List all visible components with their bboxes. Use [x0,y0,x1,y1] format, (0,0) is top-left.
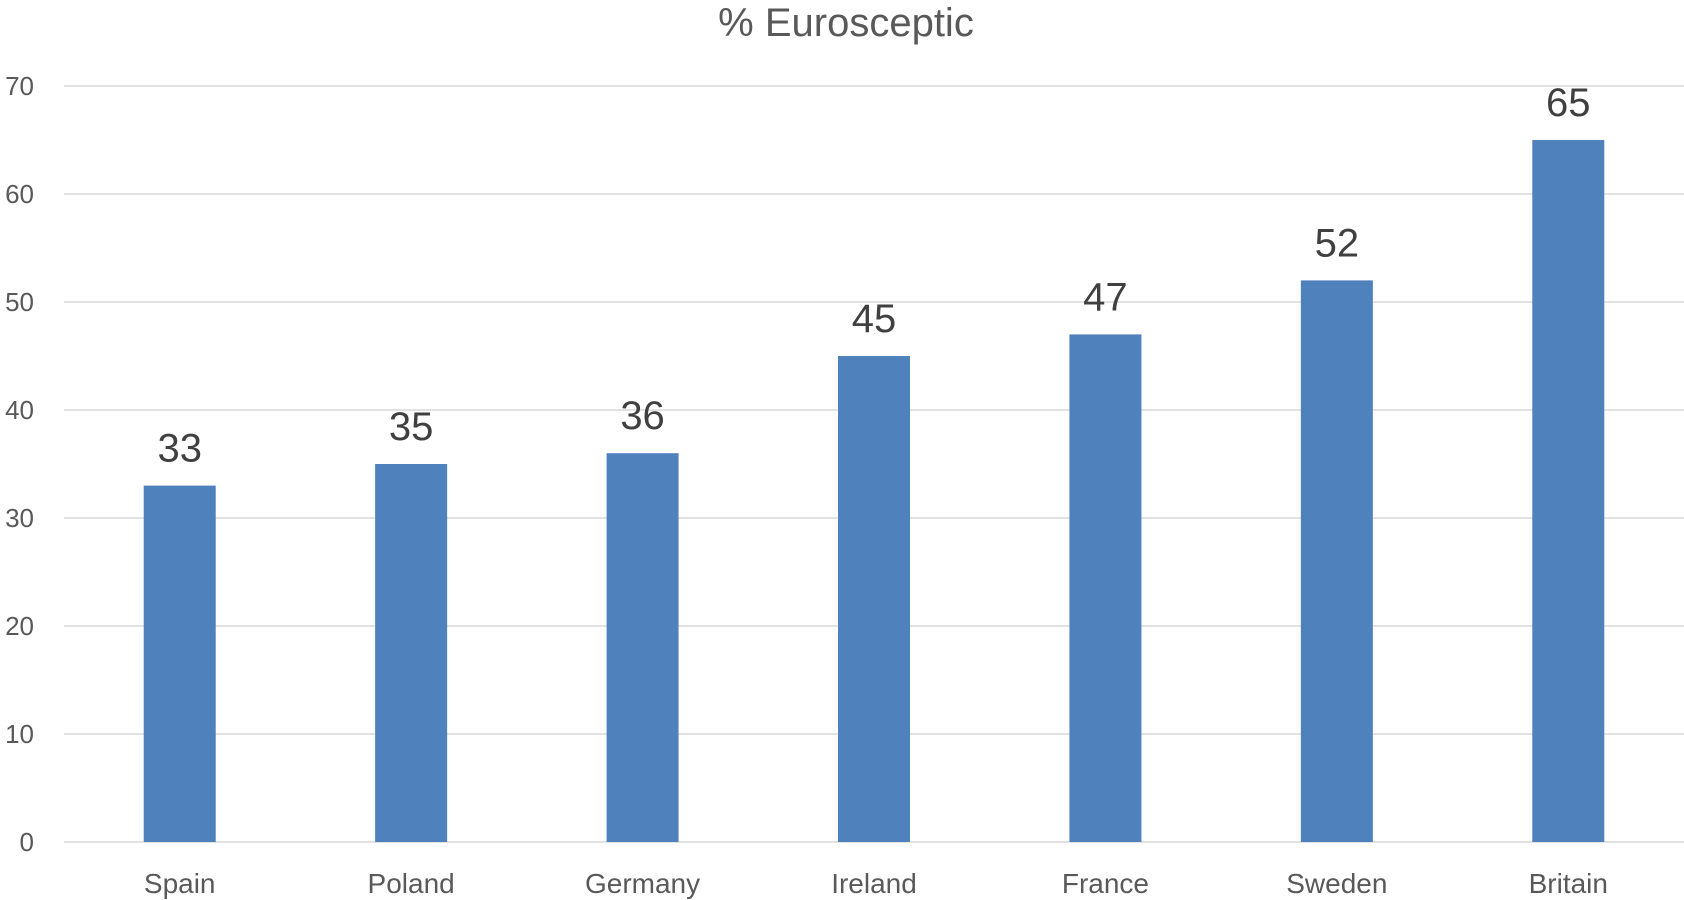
data-label: 65 [1546,81,1591,125]
category-label: Poland [368,868,455,899]
data-label: 45 [852,297,897,341]
x-axis-category-labels: Spain Poland Germany Ireland France Sweden Bri… [144,868,1608,899]
bar [1532,140,1605,842]
y-tick-label: 40 [5,395,34,425]
bar [606,453,679,842]
data-label: 52 [1315,221,1360,265]
category-label: Spain [144,868,216,899]
y-tick-label: 20 [5,611,34,641]
bar [1300,280,1373,842]
y-tick-label: 70 [5,71,34,101]
bar [143,485,216,842]
bar [838,356,910,842]
category-label: France [1062,868,1149,899]
category-label: Ireland [831,868,917,899]
bar [1069,334,1142,842]
data-label: 47 [1083,275,1128,319]
y-tick-label: 50 [5,287,34,317]
category-label: Germany [585,868,700,899]
data-label: 35 [389,405,434,449]
y-tick-label: 30 [5,503,34,533]
category-label: Sweden [1286,868,1387,899]
data-label: 36 [620,394,665,438]
chart-title: % Eurosceptic [718,1,974,45]
y-axis-tick-labels: 0 10 20 30 40 50 60 70 [5,71,34,857]
bars [143,140,1605,842]
bar [375,464,448,842]
category-label: Britain [1529,868,1608,899]
y-tick-label: 0 [20,827,34,857]
y-tick-label: 60 [5,179,34,209]
y-tick-label: 10 [5,719,34,749]
data-label: 33 [157,427,202,471]
data-labels: 33 35 36 45 47 52 65 [157,81,1590,471]
